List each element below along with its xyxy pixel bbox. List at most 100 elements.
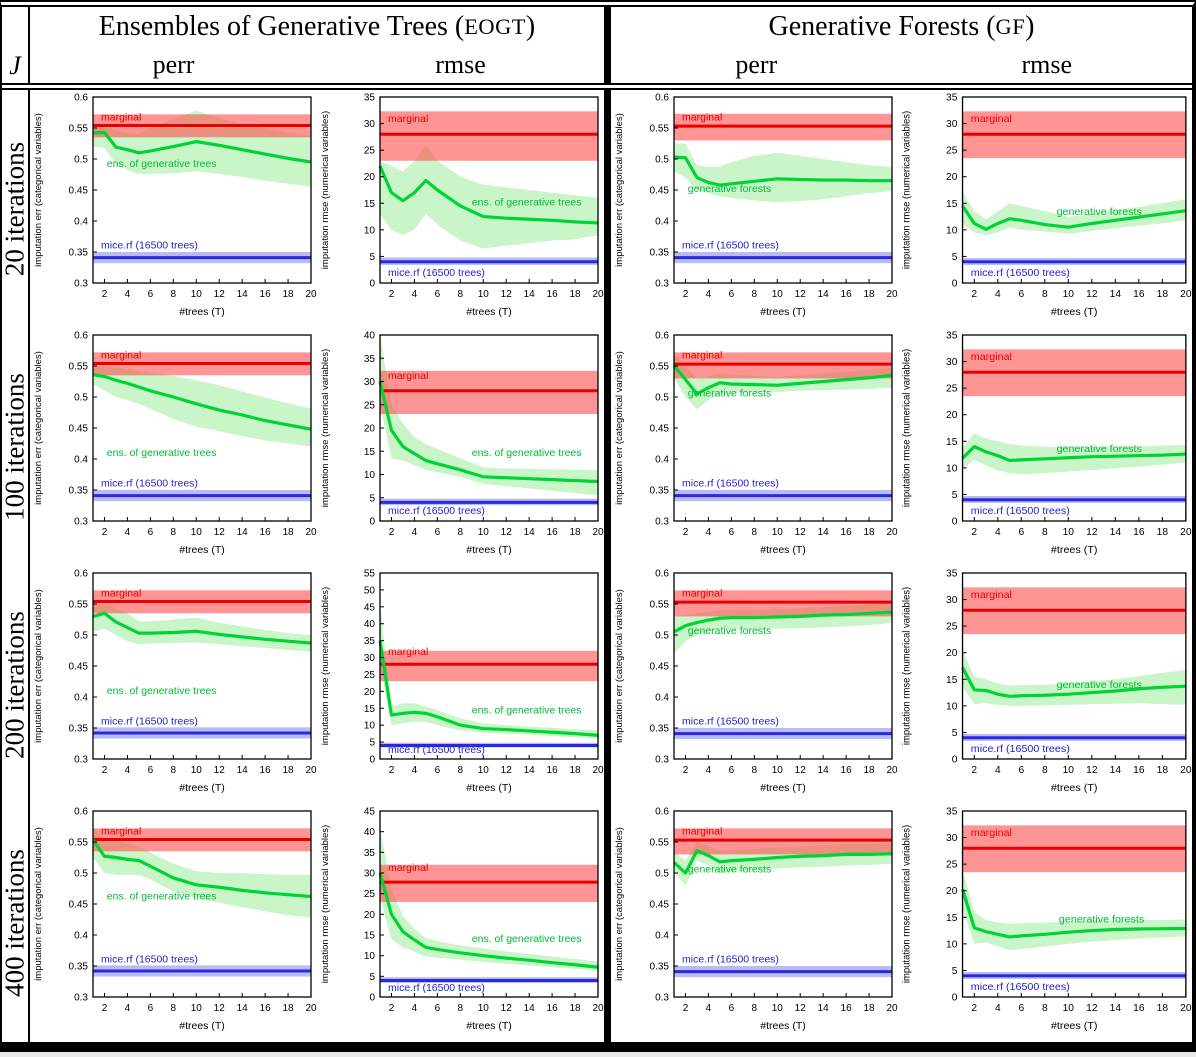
series-label: generative forests: [1057, 443, 1142, 455]
x-tick-label: 8: [1042, 289, 1048, 300]
x-tick-label: 12: [214, 1003, 226, 1014]
micerf-label: mice.rf (16500 trees): [101, 477, 198, 489]
x-tick-label: 4: [995, 765, 1001, 776]
x-tick-label: 20: [886, 765, 898, 776]
marginal-label: marginal: [388, 113, 428, 125]
x-tick-label: 18: [569, 765, 581, 776]
y-tick-label: 0.45: [650, 424, 670, 435]
y-axis-label: imputation rmse (numerical variables): [320, 349, 331, 507]
x-tick-label: 20: [1180, 289, 1192, 300]
y-axis-label: imputation rmse (numerical variables): [901, 111, 912, 269]
y-tick-label: 10: [364, 721, 376, 732]
y-tick-label: 5: [952, 966, 958, 977]
axes-box: [379, 572, 599, 760]
x-tick-label: 4: [706, 1003, 712, 1014]
row-200-iterations: 200 iterations 0.3 0.35 0.4 0.45 0.5 0.55 0.6 2…: [0, 566, 1192, 804]
plot-eogt-rmse-200: 0 5 10 15 20 25 30 35 40 45 50 55 2 4 6 8 10 12 14 16 18 20 #t…: [320, 569, 604, 795]
x-tick-label: 16: [1133, 289, 1145, 300]
x-tick-label: 14: [1110, 1003, 1122, 1014]
x-tick-label: 12: [501, 527, 513, 538]
y-tick-label: 0.5: [74, 155, 88, 166]
y-tick-label: 0.6: [74, 569, 88, 580]
y-tick-label: 45: [364, 602, 376, 613]
y-tick-label: 15: [364, 447, 376, 458]
x-tick-label: 8: [171, 765, 177, 776]
y-tick-label: 0.6: [655, 331, 669, 342]
x-tick-label: 16: [1133, 527, 1145, 538]
y-tick-label: 0.3: [74, 755, 88, 766]
y-tick-label: 20: [946, 648, 958, 659]
series-line: [92, 130, 312, 164]
y-axis-label: imputation err (categorical variables): [614, 827, 625, 981]
y-tick-label: 0: [369, 517, 375, 528]
series-line: [378, 640, 599, 737]
x-tick-label: 14: [237, 527, 249, 538]
x-axis-label: #trees (T): [760, 782, 806, 794]
subheader-eogt-perr: perr: [152, 50, 195, 79]
x-axis-label: #trees (T): [760, 306, 806, 318]
x-tick-label: 16: [841, 289, 853, 300]
chart-eogt-rmse-400: 0 5 10 15 20 25 30 35 40 45 2 4 6 8 10 12 14 16 18 20 #trees…: [317, 804, 604, 1042]
chart-gf-rmse-20: 0 5 10 15 20 25 30 35 2 4 6 8 10 12 14 16 18 20 #trees (T)…: [898, 90, 1192, 328]
x-tick-label: 4: [412, 765, 418, 776]
y-tick-label: 0.55: [69, 600, 89, 611]
x-axis-label: #trees (T): [179, 306, 225, 318]
x-tick-label: 2: [971, 1003, 977, 1014]
x-tick-label: 14: [524, 289, 536, 300]
row-100-iterations: 100 iterations 0.3 0.35 0.4 0.45 0.5 0.55 0.6 2…: [0, 328, 1192, 566]
x-tick-label: 10: [191, 289, 203, 300]
x-tick-label: 12: [214, 765, 226, 776]
chart-gf-rmse-100: 0 5 10 15 20 25 30 35 2 4 6 8 10 12 14 16 18 20 #trees (T)…: [898, 328, 1192, 566]
x-tick-label: 18: [1157, 527, 1169, 538]
marginal-label: marginal: [101, 588, 141, 600]
x-tick-label: 20: [305, 1003, 317, 1014]
row-400-iterations: 400 iterations 0.3 0.35 0.4 0.45 0.5 0.55 0.6 2…: [0, 804, 1192, 1042]
x-tick-label: 8: [1042, 765, 1048, 776]
micerf-label: mice.rf (16500 trees): [388, 267, 485, 279]
x-tick-label: 20: [886, 289, 898, 300]
x-tick-label: 16: [841, 1003, 853, 1014]
series-line: [672, 849, 893, 875]
y-tick-label: 25: [946, 622, 958, 633]
micerf-label: mice.rf (16500 trees): [971, 981, 1070, 993]
x-tick-label: 16: [547, 289, 559, 300]
y-tick-label: 15: [946, 675, 958, 686]
x-tick-label: 12: [1086, 289, 1098, 300]
marginal-label: marginal: [682, 112, 722, 124]
y-tick-label: 30: [946, 357, 958, 368]
chart-eogt-perr-400: 0.3 0.35 0.4 0.45 0.5 0.55 0.6 2 4 6 8 10 12 14 16 18 20…: [30, 804, 317, 1042]
y-tick-label: 0.55: [650, 362, 670, 373]
x-tick-label: 14: [818, 289, 830, 300]
plot-gf-perr-20: 0.3 0.35 0.4 0.45 0.5 0.55 0.6 2 4 6 8 10 12 14 16 18 20…: [614, 93, 898, 319]
y-tick-label: 0.5: [74, 393, 88, 404]
x-tick-label: 20: [592, 1003, 604, 1014]
series-band: [93, 826, 311, 918]
y-axis-label: imputation err (categorical variables): [614, 351, 625, 505]
x-tick-label: 16: [260, 527, 272, 538]
x-tick-label: 14: [524, 527, 536, 538]
x-tick-label: 18: [282, 1003, 294, 1014]
x-tick-label: 14: [237, 1003, 249, 1014]
x-tick-label: 20: [1180, 1003, 1192, 1014]
x-tick-label: 20: [592, 527, 604, 538]
series-line: [378, 381, 599, 484]
micerf-label: mice.rf (16500 trees): [101, 953, 198, 965]
y-tick-label: 10: [946, 939, 958, 950]
row-label-20-iterations: 20 iterations: [0, 90, 30, 328]
series-line: [91, 839, 312, 899]
y-tick-label: 25: [946, 146, 958, 157]
y-tick-label: 35: [364, 93, 376, 104]
marginal-band: [380, 111, 598, 161]
series-label: generative forests: [1057, 679, 1142, 691]
x-tick-label: 2: [389, 289, 395, 300]
y-tick-label: 30: [364, 119, 376, 130]
x-tick-label: 16: [547, 765, 559, 776]
marginal-label: marginal: [971, 827, 1012, 839]
y-tick-label: 30: [946, 833, 958, 844]
y-axis-label: imputation err (categorical variables): [33, 589, 44, 743]
series-label: generative forests: [688, 183, 771, 195]
y-tick-label: 0.35: [69, 962, 89, 973]
chart-eogt-perr-200: 0.3 0.35 0.4 0.45 0.5 0.55 0.6 2 4 6 8 10 12 14 16 18 20…: [30, 566, 317, 804]
x-tick-label: 2: [683, 527, 689, 538]
